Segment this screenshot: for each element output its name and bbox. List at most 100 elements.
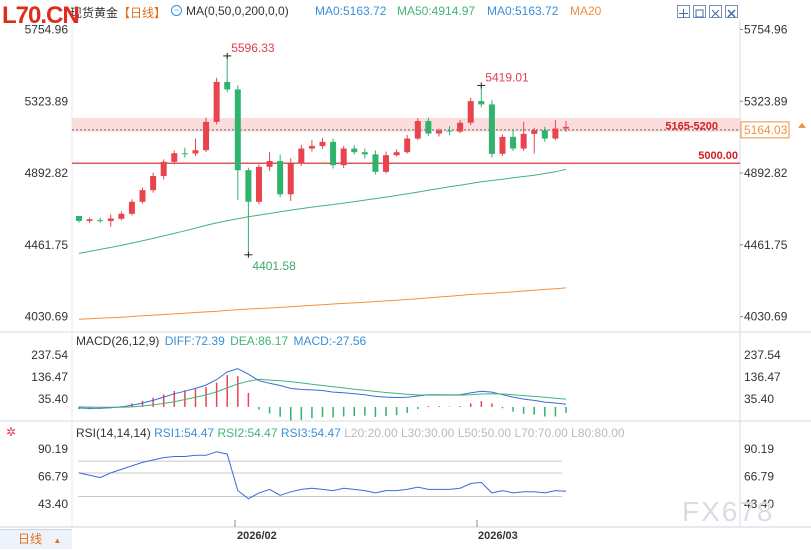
macd-tick-right: 35.40 <box>744 392 774 406</box>
zoom-icon[interactable] <box>709 5 722 18</box>
candle-body <box>552 128 559 139</box>
date-label-1: 2026/02 <box>237 530 277 542</box>
current-price-label: 5164.03 <box>744 123 788 137</box>
macd-value: MACD:-27.56 <box>293 334 367 348</box>
candle-body <box>287 163 294 195</box>
candle-body <box>245 170 252 202</box>
y-tick-right: 5754.96 <box>744 22 788 36</box>
candle-body <box>457 122 464 132</box>
rsi-tick-left: 43.40 <box>38 497 68 511</box>
candle-body <box>563 126 569 129</box>
candle-body <box>319 141 326 147</box>
rsi-l30: L30:30.00 <box>400 426 455 440</box>
candle-body <box>330 141 337 166</box>
candle-body <box>86 219 93 221</box>
rsi-tick-left: 90.19 <box>38 442 68 456</box>
candle-body <box>446 130 453 132</box>
candle-body <box>478 101 485 105</box>
macd-tick-right: 237.54 <box>744 348 781 362</box>
date-label-2: 2026/03 <box>478 530 518 542</box>
macd-tick-left: 237.54 <box>31 348 68 362</box>
y-tick-left: 5323.89 <box>25 94 69 108</box>
ma-params: MA(0,50,0,200,0,0) <box>186 4 289 18</box>
rsi-tick-right: 43.40 <box>744 497 774 511</box>
level-line-label: 5000.00 <box>698 150 738 162</box>
rsi-tick-right: 66.79 <box>744 470 774 484</box>
candle-body <box>213 81 220 122</box>
candle-body <box>277 161 284 195</box>
current-price-tag <box>740 121 790 139</box>
candle-body <box>340 148 347 166</box>
macd-header: MACD(26,12,9) DIFF:72.39 DEA:86.17 MACD:… <box>76 334 366 348</box>
rsi-header: RSI(14,14,14) RSI1:54.47 RSI2:54.47 RSI3… <box>76 426 625 440</box>
y-tick-right: 4892.82 <box>744 166 788 180</box>
watermark: FX678 <box>682 496 775 527</box>
caret-up-icon: ▲ <box>53 536 62 545</box>
candle-body <box>541 130 548 139</box>
rsi-l50: L50:50.00 <box>457 426 512 440</box>
close-icon[interactable] <box>725 5 738 18</box>
y-tick-right: 4030.69 <box>744 310 788 324</box>
y-tick-left: 4461.75 <box>25 238 69 252</box>
y-tick-left: 4030.69 <box>25 310 69 324</box>
candle-body <box>255 166 262 202</box>
y-tick-left: 4892.82 <box>25 166 69 180</box>
rsi-tick-left: 66.79 <box>38 470 68 484</box>
candle-body <box>150 176 157 191</box>
candle-body <box>404 138 411 153</box>
period-button[interactable]: 日线 ▲ <box>0 529 72 549</box>
candle-body <box>118 213 125 219</box>
candle-body <box>97 220 104 222</box>
candle-body <box>298 148 305 164</box>
candle-body <box>520 133 527 149</box>
candle-body <box>361 152 368 155</box>
price-up-icon <box>798 122 806 128</box>
expand-icon[interactable] <box>693 5 706 18</box>
period-label[interactable]: 【日线】 <box>118 6 167 20</box>
ma-value-4: MA20 <box>570 4 602 18</box>
candle-body <box>266 161 273 167</box>
candle-body <box>224 81 231 90</box>
candle-body <box>531 130 538 134</box>
rsi3-value: RSI3:54.47 <box>280 426 341 440</box>
candle-body <box>128 201 135 214</box>
candle-body <box>414 121 421 139</box>
candle-body <box>139 190 146 202</box>
ma-value-2: MA50:4914.97 <box>397 4 476 18</box>
candle-body <box>76 215 82 221</box>
macd-diff: DIFF:72.39 <box>164 334 225 348</box>
macd-tick-right: 136.47 <box>744 370 781 384</box>
macd-dea-line <box>78 378 567 408</box>
ma-value-1: MA0:5163.72 <box>315 4 387 18</box>
candle-body <box>171 153 178 162</box>
zoom-out-icon[interactable]: − <box>171 5 182 16</box>
candle-body <box>203 121 210 151</box>
indicator-settings-icon[interactable]: ✲ <box>5 425 17 439</box>
macd-tick-left: 35.40 <box>38 392 68 406</box>
macd-name: MACD(26,12,9) <box>76 334 160 348</box>
candle-body <box>234 89 241 171</box>
candle-body <box>435 130 442 134</box>
candle-body <box>393 152 400 156</box>
candle-body <box>499 136 506 154</box>
y-tick-right: 5323.89 <box>744 94 788 108</box>
rsi-l20: L20:20.00 <box>344 426 398 440</box>
rsi2-value: RSI2:54.47 <box>217 426 278 440</box>
candle-body <box>383 155 390 172</box>
candle-body <box>160 161 167 176</box>
ma50-line <box>78 168 567 254</box>
y-tick-left: 5754.96 <box>25 22 69 36</box>
candle-body <box>192 150 199 154</box>
candle-body <box>372 154 379 172</box>
macd-dea: DEA:86.17 <box>230 334 289 348</box>
zone-label: 5165-5200 <box>665 121 718 133</box>
rsi-name: RSI(14,14,14) <box>76 426 151 440</box>
rsi-line <box>78 451 567 500</box>
candle-body <box>488 104 495 154</box>
extreme-label: 5596.33 <box>231 41 275 55</box>
macd-diff-line <box>78 368 567 409</box>
candle-body <box>181 153 188 155</box>
candle-body <box>107 218 114 221</box>
crosshair-icon[interactable] <box>677 5 690 18</box>
